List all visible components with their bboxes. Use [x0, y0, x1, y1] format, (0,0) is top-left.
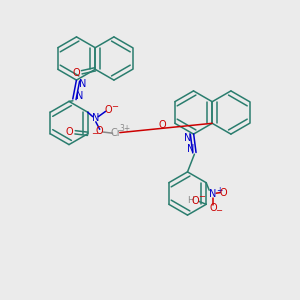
- Text: O: O: [105, 105, 112, 115]
- Text: N: N: [79, 79, 86, 89]
- Text: O: O: [220, 188, 227, 198]
- Text: −: −: [111, 102, 118, 111]
- Text: O: O: [192, 196, 200, 206]
- Text: −: −: [91, 129, 98, 138]
- Text: N: N: [187, 144, 194, 154]
- Text: −: −: [216, 206, 223, 215]
- Text: 3+: 3+: [119, 124, 130, 133]
- Text: Cr: Cr: [111, 128, 122, 138]
- Text: O: O: [209, 202, 217, 213]
- Text: O: O: [96, 126, 103, 136]
- Text: N: N: [92, 113, 99, 123]
- Text: H: H: [187, 196, 194, 205]
- Text: N: N: [184, 133, 191, 143]
- Text: O: O: [73, 68, 80, 78]
- Text: N: N: [209, 189, 217, 199]
- Text: O: O: [66, 127, 74, 137]
- Text: −: −: [198, 193, 205, 202]
- Text: O: O: [159, 120, 166, 130]
- Text: +: +: [216, 186, 223, 195]
- Text: N: N: [76, 91, 83, 101]
